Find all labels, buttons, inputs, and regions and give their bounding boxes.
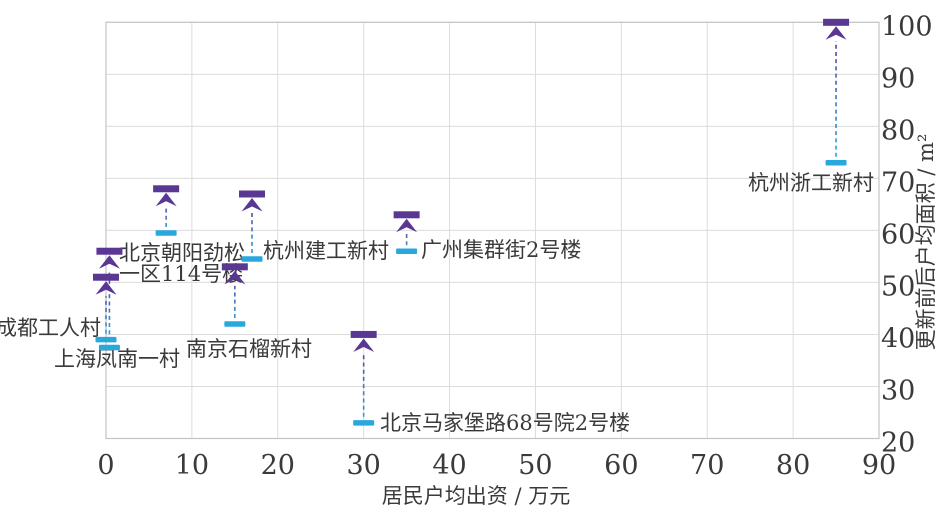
after-marker-cap [93, 273, 119, 281]
after-marker-arrow [224, 270, 246, 285]
after-marker-arrow [98, 255, 120, 269]
before-marker [353, 420, 375, 426]
point-label: 广州集群街2号楼 [421, 238, 581, 262]
after-marker-arrow [95, 281, 117, 295]
x-tick-label: 80 [776, 450, 810, 481]
y-tick-label: 40 [881, 323, 915, 354]
x-tick-label: 0 [97, 450, 114, 481]
point-label: 杭州建工新村 [263, 239, 389, 263]
point-label: 北京马家堡路68号院2号楼 [380, 411, 630, 435]
y-tick-label: 50 [881, 271, 915, 302]
before-marker [396, 248, 418, 254]
marker-layer [93, 18, 850, 426]
before-marker [224, 321, 246, 327]
y-tick-label: 70 [881, 167, 915, 198]
point-label: 上海凤南一村 [54, 347, 180, 371]
before-marker [95, 336, 117, 343]
after-marker-cap [153, 185, 180, 193]
after-marker-arrow [155, 192, 177, 207]
y-tick-label: 20 [881, 428, 915, 459]
plot-frame [105, 21, 880, 440]
grid-layer [105, 21, 880, 440]
before-marker [825, 160, 847, 166]
y-tick-label: 100 [881, 11, 933, 42]
after-marker-arrow [825, 26, 847, 40]
after-marker-arrow [396, 218, 418, 233]
x-tick-label: 30 [346, 450, 380, 481]
after-marker-arrow [353, 338, 375, 352]
after-marker-cap [96, 247, 123, 255]
x-tick-label: 40 [432, 450, 466, 481]
point-label: 成都工人村 [0, 316, 101, 340]
before-marker [98, 344, 120, 351]
x-tick-label: 20 [261, 450, 295, 481]
after-marker-cap [239, 190, 266, 198]
before-marker [241, 256, 263, 262]
x-tick-label: 70 [690, 450, 724, 481]
y-tick-label: 90 [881, 63, 915, 94]
after-marker-cap [393, 211, 420, 219]
y-tick-label: 80 [881, 115, 915, 146]
point-label: 南京石榴新村 [186, 337, 312, 361]
before-marker [155, 230, 177, 236]
y-axis-title: 更新前后户均面积 / m² [914, 134, 938, 351]
after-marker-cap [823, 18, 850, 26]
x-tick-label: 50 [518, 450, 552, 481]
x-tick-label: 90 [862, 450, 896, 481]
y-tick-label: 30 [881, 375, 915, 406]
after-marker-cap [350, 330, 377, 338]
point-label: 杭州浙工新村 [748, 171, 874, 195]
connector-layer [105, 41, 837, 417]
after-marker-cap [221, 263, 248, 271]
x-tick-label: 10 [175, 450, 209, 481]
point-label-layer: 成都工人村上海凤南一村北京朝阳劲松一区114号楼南京石榴新村杭州建工新村北京马家… [0, 171, 874, 435]
x-axis-title: 居民户均出资 / 万元 [382, 484, 570, 508]
point-label: 北京朝阳劲松 [119, 241, 245, 265]
after-marker-arrow [241, 197, 263, 212]
y-tick-label: 60 [881, 219, 915, 250]
x-tick-label: 60 [604, 450, 638, 481]
